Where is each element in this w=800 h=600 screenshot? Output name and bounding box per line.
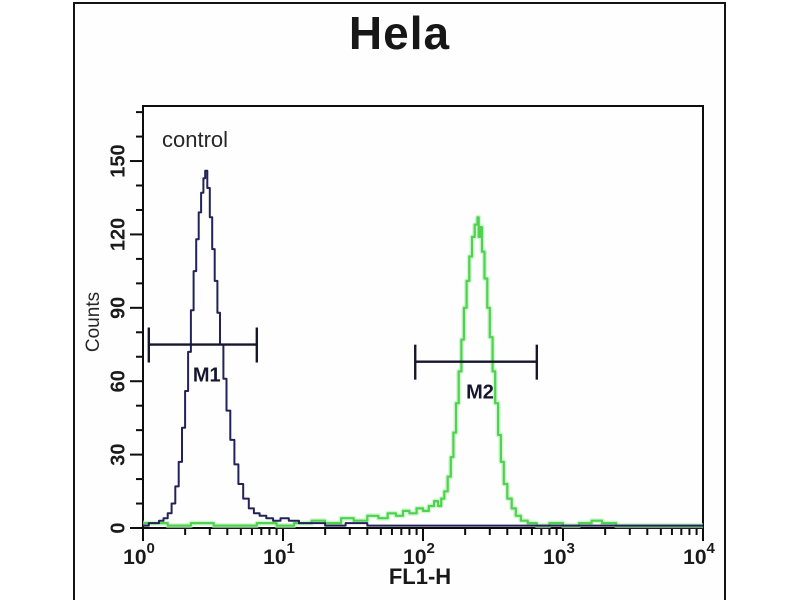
y-tick-label: 150 bbox=[107, 144, 129, 177]
x-tick-label: 101 bbox=[263, 540, 295, 569]
curve-control bbox=[143, 169, 703, 527]
x-tick-label: 103 bbox=[543, 540, 575, 569]
figure-title: Hela bbox=[348, 7, 451, 59]
y-tick-label: 60 bbox=[107, 370, 129, 392]
x-tick-label: 102 bbox=[403, 540, 435, 569]
marker-m2-label: M2 bbox=[466, 382, 494, 404]
curve-green-halo bbox=[143, 214, 703, 529]
control-annotation: control bbox=[162, 127, 229, 152]
x-tick-label: 104 bbox=[683, 540, 715, 569]
plot-area-border bbox=[142, 105, 704, 529]
y-tick-label: 30 bbox=[107, 443, 129, 465]
x-axis-label: FL1-H bbox=[388, 564, 452, 589]
x-tick-label: 100 bbox=[123, 540, 155, 569]
y-tick-label: 0 bbox=[107, 522, 129, 533]
curve-green-peak bbox=[143, 216, 703, 527]
y-tick-label: 120 bbox=[107, 218, 129, 251]
y-tick-label: 90 bbox=[107, 297, 129, 319]
outer-frame bbox=[73, 2, 726, 600]
marker-m1-label: M1 bbox=[193, 365, 221, 387]
